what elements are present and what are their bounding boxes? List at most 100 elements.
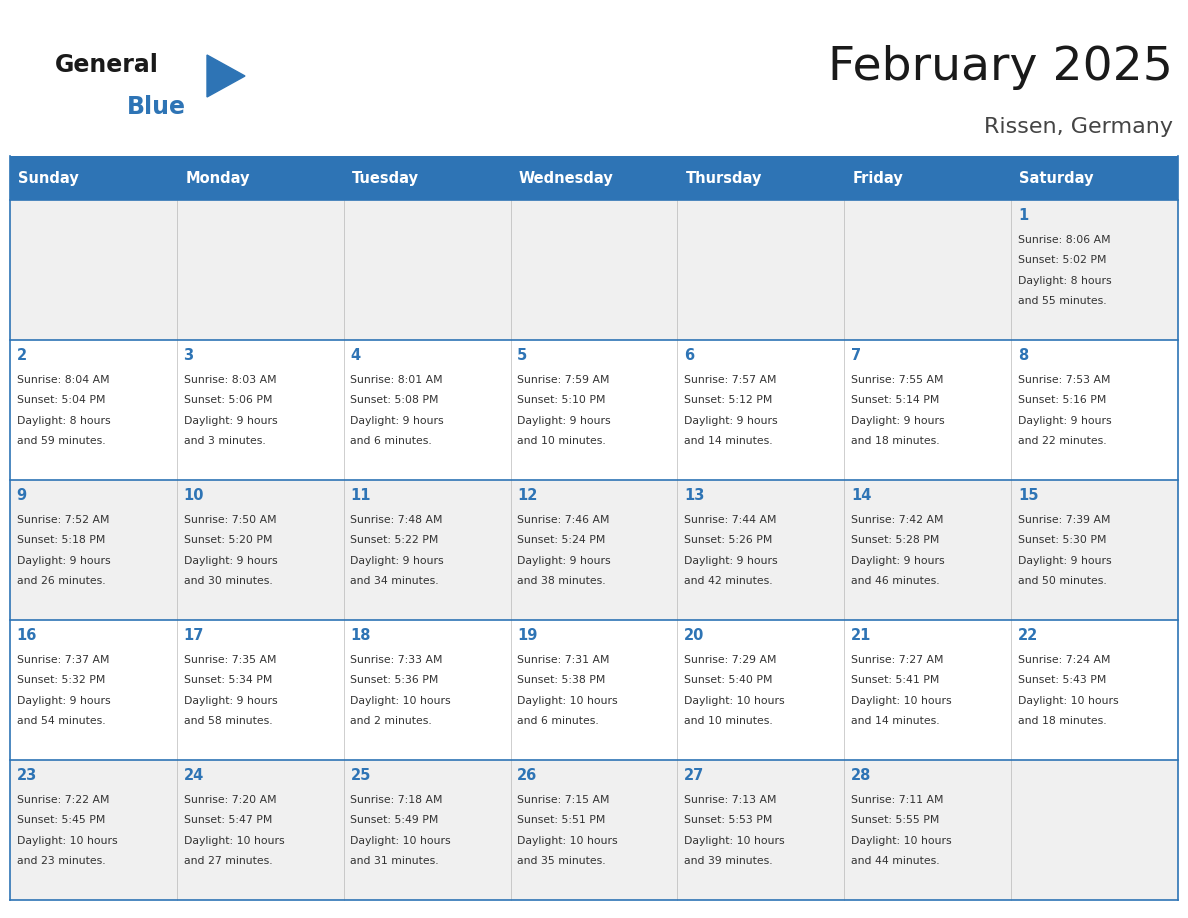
Text: Sunrise: 7:29 AM: Sunrise: 7:29 AM [684, 655, 777, 665]
Text: Sunset: 5:12 PM: Sunset: 5:12 PM [684, 396, 772, 406]
Text: Daylight: 10 hours: Daylight: 10 hours [517, 835, 618, 845]
Text: Sunrise: 8:04 AM: Sunrise: 8:04 AM [17, 375, 109, 385]
Text: Rissen, Germany: Rissen, Germany [984, 117, 1173, 137]
Text: 22: 22 [1018, 629, 1038, 644]
Text: 11: 11 [350, 488, 371, 503]
Text: Sunset: 5:26 PM: Sunset: 5:26 PM [684, 535, 772, 545]
Text: Sunset: 5:43 PM: Sunset: 5:43 PM [1018, 676, 1106, 686]
Text: Sunset: 5:55 PM: Sunset: 5:55 PM [851, 815, 940, 825]
Text: 1: 1 [1018, 208, 1028, 223]
Text: Sunset: 5:49 PM: Sunset: 5:49 PM [350, 815, 438, 825]
Text: 3: 3 [183, 349, 194, 364]
Text: and 31 minutes.: and 31 minutes. [350, 856, 440, 866]
Text: Sunrise: 7:37 AM: Sunrise: 7:37 AM [17, 655, 109, 665]
Text: and 26 minutes.: and 26 minutes. [17, 576, 106, 586]
Text: and 10 minutes.: and 10 minutes. [517, 436, 606, 446]
Text: Sunset: 5:02 PM: Sunset: 5:02 PM [1018, 255, 1106, 265]
Polygon shape [207, 55, 245, 97]
Text: Sunset: 5:08 PM: Sunset: 5:08 PM [350, 396, 438, 406]
Text: Sunrise: 7:31 AM: Sunrise: 7:31 AM [517, 655, 609, 665]
Text: Sunrise: 7:33 AM: Sunrise: 7:33 AM [350, 655, 443, 665]
Text: Daylight: 9 hours: Daylight: 9 hours [183, 696, 277, 706]
Text: 10: 10 [183, 488, 204, 503]
Text: Sunrise: 7:42 AM: Sunrise: 7:42 AM [851, 515, 943, 525]
Text: Daylight: 9 hours: Daylight: 9 hours [183, 416, 277, 426]
Text: Sunset: 5:45 PM: Sunset: 5:45 PM [17, 815, 105, 825]
Text: Sunset: 5:16 PM: Sunset: 5:16 PM [1018, 396, 1106, 406]
Text: and 55 minutes.: and 55 minutes. [1018, 296, 1106, 306]
Text: Daylight: 10 hours: Daylight: 10 hours [851, 835, 952, 845]
Text: Daylight: 9 hours: Daylight: 9 hours [684, 555, 778, 565]
Text: and 6 minutes.: and 6 minutes. [517, 716, 599, 726]
Text: and 30 minutes.: and 30 minutes. [183, 576, 272, 586]
Text: Daylight: 9 hours: Daylight: 9 hours [1018, 555, 1112, 565]
Text: Sunrise: 7:11 AM: Sunrise: 7:11 AM [851, 795, 943, 805]
Text: and 18 minutes.: and 18 minutes. [851, 436, 940, 446]
Text: Daylight: 10 hours: Daylight: 10 hours [684, 696, 785, 706]
Text: and 3 minutes.: and 3 minutes. [183, 436, 265, 446]
Text: Sunset: 5:06 PM: Sunset: 5:06 PM [183, 396, 272, 406]
Text: Sunrise: 7:46 AM: Sunrise: 7:46 AM [517, 515, 609, 525]
Bar [343, 156, 511, 200]
Text: Sunrise: 8:03 AM: Sunrise: 8:03 AM [183, 375, 276, 385]
Text: Daylight: 9 hours: Daylight: 9 hours [183, 555, 277, 565]
Text: and 35 minutes.: and 35 minutes. [517, 856, 606, 866]
Text: Sunrise: 7:55 AM: Sunrise: 7:55 AM [851, 375, 943, 385]
Text: Sunrise: 7:24 AM: Sunrise: 7:24 AM [1018, 655, 1111, 665]
Text: Sunset: 5:40 PM: Sunset: 5:40 PM [684, 676, 772, 686]
Text: Sunrise: 7:20 AM: Sunrise: 7:20 AM [183, 795, 276, 805]
Text: Wednesday: Wednesday [519, 171, 614, 185]
Text: and 23 minutes.: and 23 minutes. [17, 856, 106, 866]
Text: Sunrise: 7:27 AM: Sunrise: 7:27 AM [851, 655, 943, 665]
Text: Daylight: 9 hours: Daylight: 9 hours [1018, 416, 1112, 426]
Text: Sunday: Sunday [18, 171, 80, 185]
Text: Sunrise: 7:18 AM: Sunrise: 7:18 AM [350, 795, 443, 805]
Text: Sunset: 5:34 PM: Sunset: 5:34 PM [183, 676, 272, 686]
Text: and 27 minutes.: and 27 minutes. [183, 856, 272, 866]
Text: and 46 minutes.: and 46 minutes. [851, 576, 940, 586]
Text: General: General [55, 53, 159, 77]
Text: Daylight: 8 hours: Daylight: 8 hours [1018, 275, 1112, 285]
Text: 5: 5 [517, 349, 527, 364]
Text: Sunset: 5:22 PM: Sunset: 5:22 PM [350, 535, 438, 545]
Text: 17: 17 [183, 629, 204, 644]
Text: 21: 21 [851, 629, 871, 644]
Text: and 14 minutes.: and 14 minutes. [851, 716, 940, 726]
Text: Daylight: 10 hours: Daylight: 10 hours [684, 835, 785, 845]
Text: 24: 24 [183, 768, 204, 783]
Text: February 2025: February 2025 [828, 45, 1173, 90]
Text: and 22 minutes.: and 22 minutes. [1018, 436, 1106, 446]
Text: Sunrise: 8:01 AM: Sunrise: 8:01 AM [350, 375, 443, 385]
Text: 9: 9 [17, 488, 27, 503]
Text: Sunrise: 7:59 AM: Sunrise: 7:59 AM [517, 375, 609, 385]
Text: Sunrise: 7:57 AM: Sunrise: 7:57 AM [684, 375, 777, 385]
Text: and 59 minutes.: and 59 minutes. [17, 436, 106, 446]
Text: Sunrise: 7:39 AM: Sunrise: 7:39 AM [1018, 515, 1111, 525]
Bar [1011, 156, 1178, 200]
Text: Daylight: 10 hours: Daylight: 10 hours [517, 696, 618, 706]
Text: 4: 4 [350, 349, 360, 364]
Text: 19: 19 [517, 629, 538, 644]
Bar [10, 156, 177, 200]
Text: 8: 8 [1018, 349, 1028, 364]
Bar [10, 340, 1178, 480]
Text: 23: 23 [17, 768, 37, 783]
Text: 6: 6 [684, 349, 694, 364]
Text: Daylight: 10 hours: Daylight: 10 hours [350, 696, 451, 706]
Text: Sunset: 5:47 PM: Sunset: 5:47 PM [183, 815, 272, 825]
Text: Daylight: 10 hours: Daylight: 10 hours [851, 696, 952, 706]
Text: Daylight: 9 hours: Daylight: 9 hours [851, 555, 944, 565]
Text: and 10 minutes.: and 10 minutes. [684, 716, 773, 726]
Text: Sunset: 5:18 PM: Sunset: 5:18 PM [17, 535, 105, 545]
Text: Sunset: 5:20 PM: Sunset: 5:20 PM [183, 535, 272, 545]
Text: Sunrise: 7:50 AM: Sunrise: 7:50 AM [183, 515, 276, 525]
Text: 15: 15 [1018, 488, 1038, 503]
Text: Daylight: 9 hours: Daylight: 9 hours [684, 416, 778, 426]
Text: 16: 16 [17, 629, 37, 644]
Text: and 58 minutes.: and 58 minutes. [183, 716, 272, 726]
Bar [511, 156, 677, 200]
Text: and 42 minutes.: and 42 minutes. [684, 576, 772, 586]
Bar [177, 156, 343, 200]
Text: 7: 7 [851, 349, 861, 364]
Text: 14: 14 [851, 488, 871, 503]
